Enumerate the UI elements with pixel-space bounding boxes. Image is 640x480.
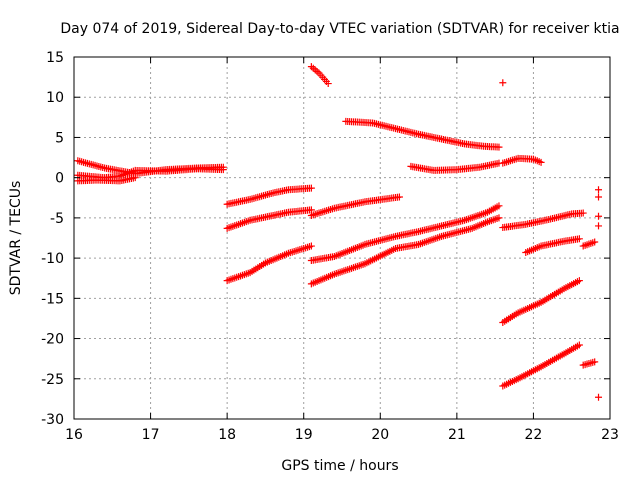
y-tick-label: -15 xyxy=(41,291,64,307)
data-point xyxy=(595,212,603,220)
data-point xyxy=(595,222,603,230)
series-arc-20 xyxy=(579,358,599,369)
series-arc-16 xyxy=(522,235,583,256)
series-arc-04 xyxy=(223,184,315,208)
y-tick-label: 15 xyxy=(46,50,64,66)
x-tick-label: 16 xyxy=(65,427,83,443)
series-arc-10 xyxy=(307,214,503,288)
series-arc-25 xyxy=(595,393,603,401)
series-arc-19 xyxy=(579,238,599,250)
series-arc-22 xyxy=(595,193,603,201)
series-arc-09 xyxy=(307,202,503,265)
series-arc-17 xyxy=(499,277,583,326)
series-arc-07 xyxy=(307,63,332,88)
data-marks xyxy=(74,63,603,401)
axis-ticks: 16 17 18 19 20 21 22 23 -30 -25 -20 -15 -10 -5 0 5 10 15 xyxy=(41,50,619,443)
data-point xyxy=(131,174,139,182)
series-arc-02 xyxy=(74,165,227,182)
data-point xyxy=(591,238,599,246)
series-arc-06 xyxy=(223,242,315,285)
data-point xyxy=(537,158,545,166)
plot-frame xyxy=(73,56,611,420)
data-point xyxy=(575,341,583,349)
chart-title: Day 074 of 2019, Sidereal Day-to-day VTE… xyxy=(60,21,619,37)
x-tick-label: 17 xyxy=(142,427,160,443)
y-tick-label: 10 xyxy=(46,90,64,106)
y-tick-label: -10 xyxy=(41,251,64,267)
x-tick-label: 22 xyxy=(525,427,543,443)
data-point xyxy=(495,143,503,151)
data-point xyxy=(499,79,507,87)
x-axis-label: GPS time / hours xyxy=(281,458,398,474)
y-tick-label: 0 xyxy=(55,171,64,187)
y-tick-label: -25 xyxy=(41,372,64,388)
x-tick-label: 18 xyxy=(218,427,236,443)
data-point xyxy=(324,80,332,88)
series-arc-21 xyxy=(595,186,603,194)
data-point xyxy=(595,186,603,194)
y-axis-label: SDTVAR / TECUs xyxy=(8,181,24,296)
data-point xyxy=(395,193,403,201)
series-arc-18 xyxy=(499,341,583,390)
series-arc-24 xyxy=(595,222,603,230)
y-tick-label: 5 xyxy=(55,130,64,146)
series-arc-11 xyxy=(342,117,503,151)
data-point xyxy=(495,214,503,222)
data-point xyxy=(219,166,227,174)
data-point xyxy=(591,358,599,366)
x-tick-label: 20 xyxy=(371,427,389,443)
grid-layer xyxy=(74,57,610,419)
series-arc-14 xyxy=(499,154,545,167)
x-tick-label: 23 xyxy=(601,427,619,443)
data-point xyxy=(575,277,583,285)
series-arc-13 xyxy=(499,79,507,87)
series-arc-03 xyxy=(74,174,139,185)
data-point xyxy=(307,184,315,192)
data-point xyxy=(495,202,503,210)
y-tick-label: -5 xyxy=(50,211,64,227)
data-point xyxy=(575,235,583,243)
series-arc-08 xyxy=(307,193,403,219)
x-tick-label: 21 xyxy=(448,427,466,443)
series-arc-23 xyxy=(595,212,603,220)
x-tick-label: 19 xyxy=(295,427,313,443)
data-point xyxy=(595,393,603,401)
series-arc-05 xyxy=(223,206,315,232)
data-point xyxy=(595,193,603,201)
series-arc-15 xyxy=(499,209,587,232)
data-point xyxy=(579,209,587,217)
series-arc-12 xyxy=(407,159,503,174)
y-tick-label: -20 xyxy=(41,332,64,348)
data-point xyxy=(307,242,315,250)
y-tick-label: -30 xyxy=(41,412,64,428)
